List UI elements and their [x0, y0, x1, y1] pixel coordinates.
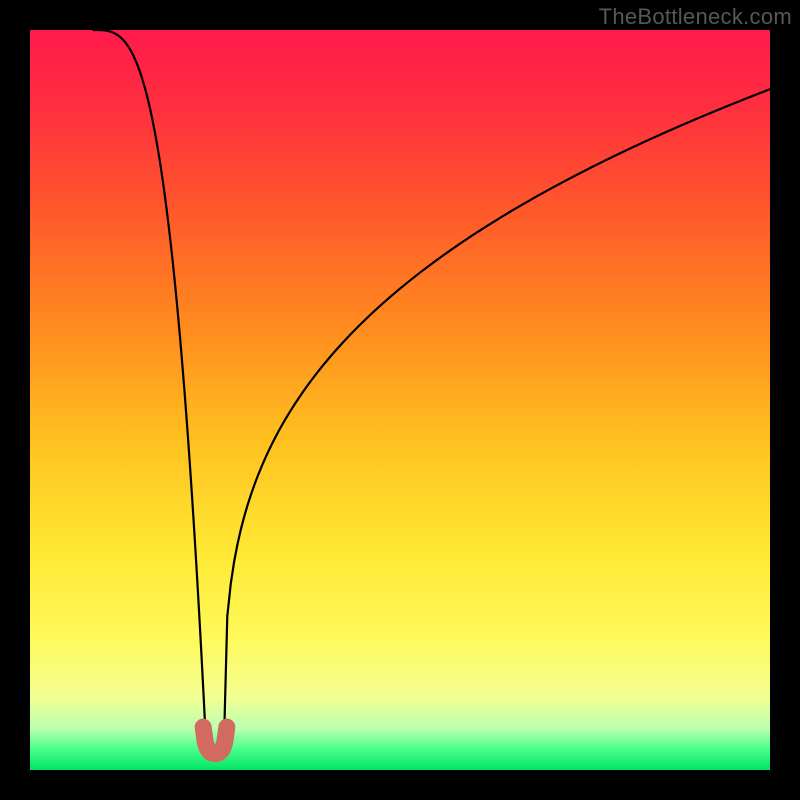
bottleneck-curve-chart: [0, 0, 800, 800]
chart-stage: TheBottleneck.com: [0, 0, 800, 800]
watermark-text: TheBottleneck.com: [599, 4, 792, 30]
gradient-background: [30, 30, 770, 770]
